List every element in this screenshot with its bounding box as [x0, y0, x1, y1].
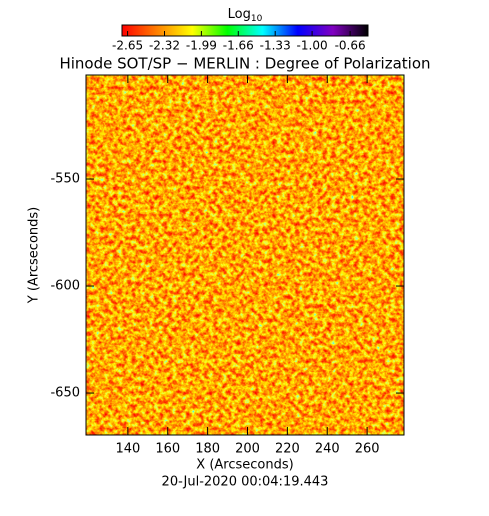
x-axis-label: X (Arcseconds) — [196, 458, 293, 473]
colorbar-tick-label: -1.33 — [260, 39, 291, 53]
x-tick-label: 140 — [115, 442, 140, 457]
colorbar — [121, 24, 369, 37]
colorbar-tick-label: -1.66 — [223, 39, 254, 53]
colorbar-tick-label: -2.65 — [112, 39, 143, 53]
colorbar-tick-label: -1.00 — [297, 39, 328, 53]
colorbar-tick-label: -0.66 — [335, 39, 366, 53]
y-tick-label: -600 — [50, 279, 80, 294]
x-tick-label: 260 — [355, 442, 380, 457]
colorbar-label: Log10 — [228, 7, 263, 24]
footer: 20-Jul-2020 00:04:19.443 — [162, 475, 329, 490]
colorbar-tick-label: -1.99 — [186, 39, 217, 53]
x-tick-label: 240 — [315, 442, 340, 457]
x-tick-label: 180 — [195, 442, 220, 457]
y-axis-label: Y (Arcseconds) — [27, 207, 42, 304]
x-tick-label: 160 — [155, 442, 180, 457]
chart-title: Hinode SOT/SP − MERLIN : Degree of Polar… — [59, 55, 430, 73]
solar-image — [86, 75, 404, 435]
y-tick-label: -650 — [50, 386, 80, 401]
x-tick-label: 220 — [275, 442, 300, 457]
y-tick-label: -550 — [50, 172, 80, 187]
plot-frame — [85, 74, 405, 436]
x-tick-label: 200 — [235, 442, 260, 457]
colorbar-tick-label: -2.32 — [149, 39, 180, 53]
